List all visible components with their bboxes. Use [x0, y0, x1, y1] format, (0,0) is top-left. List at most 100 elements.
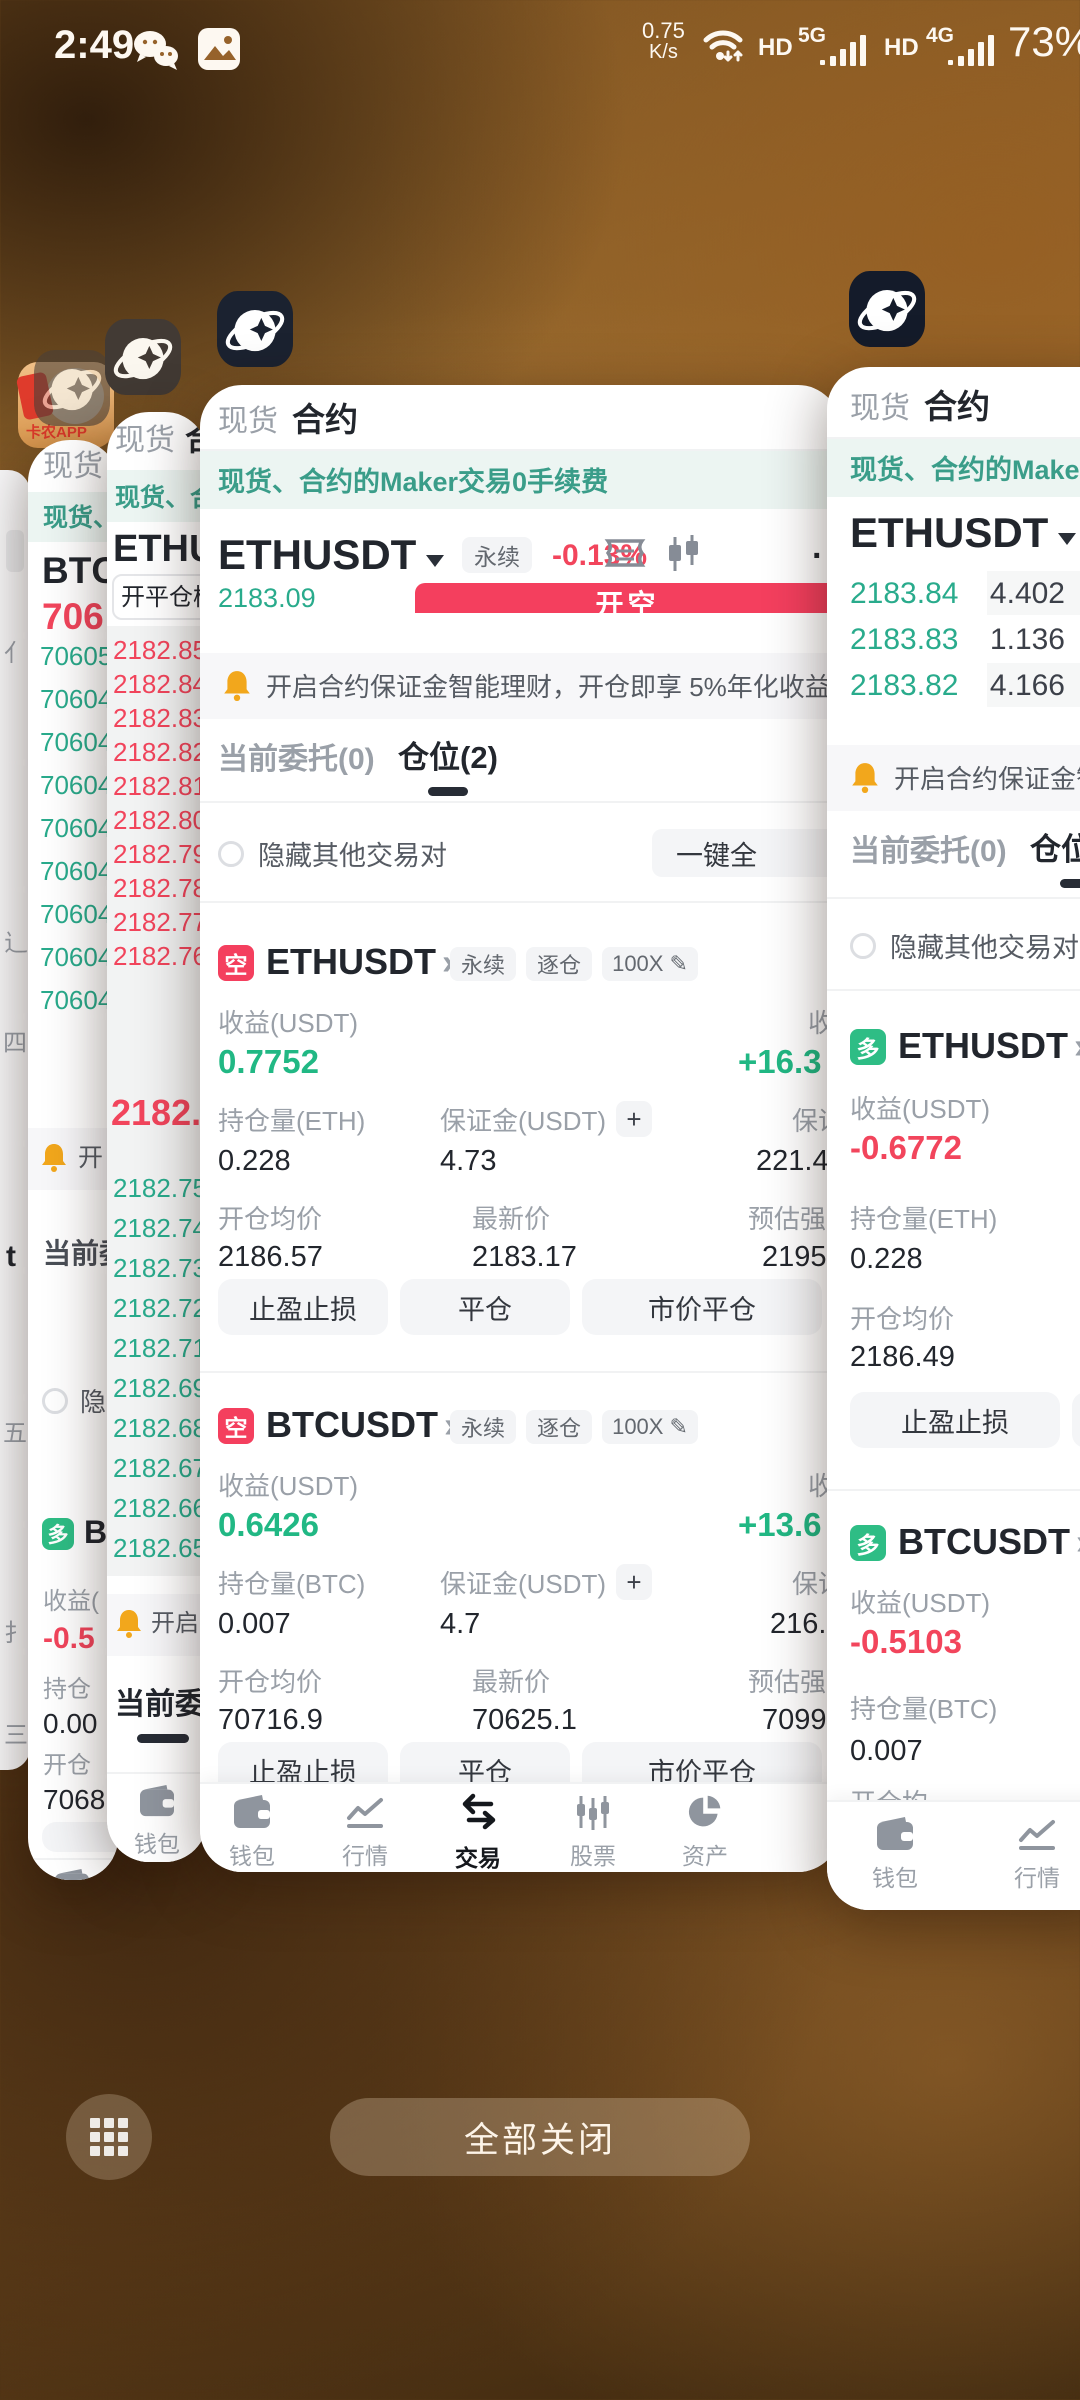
- close-position-button-fragment[interactable]: [1072, 1392, 1080, 1448]
- book-row[interactable]: 70604: [40, 942, 113, 972]
- app-icon-3[interactable]: [217, 290, 293, 368]
- leverage-badge[interactable]: 100X ✎: [602, 1410, 698, 1444]
- strip-fragment: 亻: [4, 640, 28, 667]
- ask-row[interactable]: 2182.82: [113, 737, 207, 767]
- book-row[interactable]: 70604: [40, 985, 113, 1015]
- position-pair[interactable]: ETHUSDT›: [898, 1025, 1080, 1066]
- bid-row[interactable]: 2182.66: [113, 1493, 207, 1523]
- add-margin-button[interactable]: +: [616, 1564, 652, 1600]
- chevron-down-icon[interactable]: [1058, 533, 1076, 545]
- task-card-right[interactable]: 现货 合约 现货、合约的Maker交易0 ETHUSDT 永续 2183.84 …: [827, 367, 1080, 1910]
- ask-row[interactable]: 2182.84: [113, 669, 207, 699]
- tab-positions[interactable]: 仓位(2): [1030, 832, 1080, 867]
- bid-price[interactable]: 2183.84: [850, 577, 959, 610]
- nav-item-wallet[interactable]: 钱包: [134, 1784, 180, 1859]
- market-close-button[interactable]: 市价平仓: [582, 1279, 822, 1335]
- tpsl-button[interactable]: 止盈止损: [218, 1279, 388, 1335]
- ask-row[interactable]: 2182.76: [113, 941, 207, 971]
- nav-item-markets[interactable]: 行情: [342, 1794, 388, 1871]
- ask-row[interactable]: 2182.81: [113, 771, 207, 801]
- bid-row[interactable]: 2182.73: [113, 1253, 207, 1283]
- edit-icon[interactable]: ✎: [669, 1414, 688, 1439]
- tab-spot[interactable]: 现货: [115, 424, 175, 457]
- book-row[interactable]: 70604: [40, 727, 113, 757]
- close-all-apps-button[interactable]: 全部关闭: [330, 2098, 750, 2176]
- tpsl-button-fragment[interactable]: [42, 1822, 118, 1852]
- nav-item-wallet[interactable]: 钱包: [872, 1816, 918, 1893]
- position-pair[interactable]: B: [84, 1514, 108, 1550]
- tab-spot[interactable]: 现货: [850, 392, 910, 425]
- book-row[interactable]: 70604: [40, 813, 113, 843]
- tab-spot[interactable]: 现货: [218, 405, 278, 438]
- hide-pairs-checkbox[interactable]: [850, 933, 876, 959]
- more-menu-icon[interactable]: ·: [812, 537, 824, 575]
- pair-title[interactable]: ETHUS: [113, 528, 207, 570]
- add-margin-button[interactable]: +: [616, 1101, 652, 1137]
- ask-row[interactable]: 2182.83: [113, 703, 207, 733]
- tab-futures[interactable]: 合约: [924, 388, 990, 425]
- hide-pairs-checkbox[interactable]: [42, 1388, 68, 1414]
- app-icon-faded[interactable]: [34, 348, 110, 428]
- leverage-badge[interactable]: 100X ✎: [602, 947, 698, 981]
- book-row[interactable]: 70604: [40, 899, 113, 929]
- bid-row[interactable]: 2182.75: [113, 1173, 207, 1203]
- chevron-down-icon[interactable]: [426, 555, 444, 567]
- candlestick-chart-icon[interactable]: [662, 533, 704, 575]
- pair-title[interactable]: ETHUSDT: [850, 509, 1049, 556]
- tab-spot[interactable]: 现货: [43, 450, 103, 483]
- bid-price[interactable]: 2183.82: [850, 669, 959, 702]
- app-icon-4[interactable]: [849, 270, 925, 348]
- nav-item-stocks[interactable]: 股票: [570, 1794, 616, 1871]
- app-icon-2[interactable]: [105, 318, 181, 396]
- bid-price[interactable]: 2183.83: [850, 623, 959, 656]
- bid-row[interactable]: 2182.74: [113, 1213, 207, 1243]
- task-card-main[interactable]: 现货 合约 现货、合约的Maker交易0手续费 ETHUSDT 永续 -0.13…: [200, 385, 840, 1872]
- tab-open-orders[interactable]: 当前委托(0): [850, 835, 1007, 868]
- book-row[interactable]: 70604: [40, 856, 113, 886]
- position-pair[interactable]: BTCUSDT›: [266, 1404, 456, 1445]
- side-badge-long: 多: [42, 1518, 74, 1550]
- task-card-far-left[interactable]: 现货 现货、 BTC 706 70605 70604 70604 70604 7…: [28, 440, 118, 1880]
- task-card-left[interactable]: 现货 合 现货、合约 ETHUS 开平仓模 2182.85 2182.84 21…: [107, 412, 207, 1862]
- bid-row[interactable]: 2182.65: [113, 1533, 207, 1563]
- open-short-button[interactable]: 开空: [415, 583, 840, 613]
- tab-open-orders[interactable]: 当前委: [43, 1238, 118, 1269]
- nav-item-trade[interactable]: 交易: [455, 1792, 501, 1872]
- nav-item-markets[interactable]: 行情: [1014, 1816, 1060, 1893]
- position-pair[interactable]: BTCUSDT›: [898, 1521, 1080, 1562]
- ask-row[interactable]: 2182.80: [113, 805, 207, 835]
- position-pair[interactable]: ETHUSDT›: [266, 941, 454, 982]
- book-price[interactable]: 2183.09: [218, 583, 316, 613]
- pair-title[interactable]: ETHUSDT: [218, 531, 417, 578]
- app-drawer-button[interactable]: [66, 2094, 152, 2180]
- ask-row[interactable]: 2182.77: [113, 907, 207, 937]
- tpsl-button[interactable]: 止盈止损: [850, 1392, 1060, 1448]
- tab-open-orders[interactable]: 当前委托(0): [218, 743, 375, 776]
- tab-positions[interactable]: 仓位(2): [398, 740, 498, 775]
- task-card-strip[interactable]: 亻 辶 四 t 五 扌 三: [0, 470, 30, 1770]
- hide-pairs-checkbox[interactable]: [218, 841, 244, 867]
- position-mode-button[interactable]: [112, 574, 207, 620]
- ask-row[interactable]: 2182.85: [113, 635, 207, 665]
- ask-row[interactable]: 2182.79: [113, 839, 207, 869]
- wallet-icon: [55, 1868, 89, 1880]
- contract-info-icon[interactable]: [602, 537, 648, 573]
- bid-row[interactable]: 2182.68: [113, 1413, 207, 1443]
- nav-item-wallet[interactable]: 钱包: [229, 1794, 275, 1871]
- bid-row[interactable]: 2182.67: [113, 1453, 207, 1483]
- tab-open-orders[interactable]: 当前委托(: [115, 1688, 207, 1721]
- close-all-positions-button[interactable]: 一键全: [652, 829, 840, 877]
- nav-item-wallet[interactable]: 钱包: [49, 1868, 95, 1880]
- book-row[interactable]: 70605: [40, 641, 113, 671]
- tab-futures[interactable]: 合约: [292, 401, 358, 438]
- bid-row[interactable]: 2182.69: [113, 1373, 207, 1403]
- pair-title[interactable]: BTC: [42, 550, 118, 591]
- close-position-button[interactable]: 平仓: [400, 1279, 570, 1335]
- ask-row[interactable]: 2182.78: [113, 873, 207, 903]
- nav-item-assets[interactable]: 资产: [682, 1794, 728, 1871]
- bid-row[interactable]: 2182.71: [113, 1333, 207, 1363]
- bid-row[interactable]: 2182.72: [113, 1293, 207, 1323]
- book-row[interactable]: 70604: [40, 684, 113, 714]
- book-row[interactable]: 70604: [40, 770, 113, 800]
- edit-icon[interactable]: ✎: [669, 951, 688, 976]
